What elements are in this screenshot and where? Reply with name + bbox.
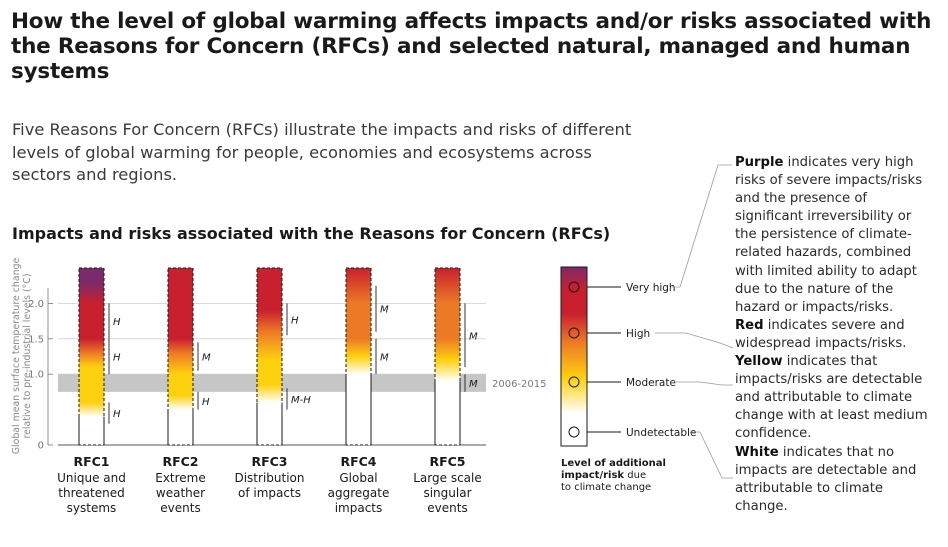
confidence-label: H (113, 317, 121, 328)
category-name: Extreme (155, 471, 206, 485)
confidence-label: H (291, 315, 299, 326)
category-name: systems (67, 501, 117, 515)
bar-outline (345, 267, 372, 446)
category-name: weather (156, 486, 205, 500)
confidence-label: H (202, 397, 210, 408)
leader-line (674, 381, 733, 386)
legend-title-line3: to climate change (561, 482, 651, 493)
confidence-label: H (113, 409, 121, 420)
bar-outline (78, 267, 105, 446)
color-explanations: Purple indicates very high risks of seve… (735, 154, 935, 516)
risk-legend: Very high High Moderate Undetectable Level o… (560, 266, 696, 493)
legend-title: Level of additional (561, 458, 666, 469)
bar-outline (256, 267, 283, 446)
leader-line (672, 164, 732, 288)
legend-bar (560, 266, 588, 447)
category-name: Large scale (413, 471, 482, 485)
y-tick-label: 2.0 (28, 299, 44, 310)
category-name: events (427, 501, 467, 515)
leader-line (690, 431, 733, 479)
category-code: RFC2 (162, 454, 198, 469)
category-name: singular (423, 486, 471, 500)
confidence-label: M-H (291, 395, 311, 406)
category-name: Distribution (234, 471, 304, 485)
confidence-markers: H H H H M M-H H M M M M (108, 285, 478, 424)
explanation-purple: Purple indicates very high risks of seve… (735, 154, 935, 317)
category-code: RFC5 (429, 454, 465, 469)
bar-outline (167, 267, 194, 446)
y-axis-label: Global mean surface temperature change (11, 258, 22, 455)
legend-marker (568, 281, 580, 293)
explanation-key: White (735, 444, 779, 460)
legend-level-label: Moderate (626, 377, 676, 389)
explanation-text: indicates that impacts/risks are detecta… (735, 354, 928, 442)
bar-rfc5 (435, 268, 460, 445)
leader-line (655, 332, 734, 349)
category-name: Unique and (57, 471, 126, 485)
category-name: events (160, 501, 200, 515)
period-band-label: 2006-2015 (492, 379, 547, 390)
page-subtitle: Five Reasons For Concern (RFCs) illustra… (12, 120, 632, 184)
confidence-label: M (380, 353, 389, 364)
legend-marker (568, 376, 580, 388)
category-name: of impacts (238, 486, 301, 500)
bar-rfc3 (257, 268, 282, 445)
category-code: RFC3 (251, 454, 287, 469)
confidence-label: M (469, 379, 478, 390)
confidence-label: H (113, 353, 121, 364)
explanation-key: Red (735, 317, 764, 333)
y-tick-label: 1.0 (28, 370, 44, 381)
legend-title-line2: impact/risk due (561, 470, 646, 481)
section-title: Impacts and risks associated with the Re… (12, 224, 611, 243)
bar-rfc2 (168, 268, 193, 445)
legend-level-label: Very high (626, 282, 676, 294)
page-title: How the level of global warming affects … (11, 9, 932, 84)
explanation-yellow: Yellow indicates that impacts/risks are … (735, 353, 935, 443)
category-name: aggregate (328, 486, 390, 500)
legend-marker (568, 426, 580, 438)
category-code: RFC4 (340, 454, 376, 469)
confidence-label: M (469, 331, 478, 342)
rfc-bars (78, 267, 461, 446)
bar-outline (434, 267, 461, 446)
confidence-label: M (202, 353, 211, 364)
category-name: threatened (58, 486, 124, 500)
confidence-label: M (380, 305, 389, 316)
legend-level-label: Undetectable (626, 427, 696, 439)
legend-level-label: High (626, 328, 650, 340)
category-code: RFC1 (73, 454, 109, 469)
leader-lines (655, 164, 734, 479)
bar-rfc1 (79, 268, 104, 445)
explanation-key: Yellow (735, 354, 783, 370)
bar-rfc4 (346, 268, 371, 445)
explanation-text: indicates that no impacts are detectable… (735, 444, 917, 514)
explanation-red: Red indicates severe and widespread impa… (735, 317, 935, 353)
explanation-text: indicates severe and widespread impacts/… (735, 317, 907, 351)
legend-marker (568, 327, 580, 339)
explanation-key: Purple (735, 155, 784, 170)
explanation-white: White indicates that no impacts are dete… (735, 444, 935, 516)
explanation-text: indicates very high risks of severe impa… (735, 155, 923, 315)
category-name: impacts (335, 501, 383, 515)
y-axis-label-line2: relative to pre-industrial levels (°C) (22, 274, 33, 439)
y-tick-label: 0 (38, 441, 44, 452)
y-tick-label: 1.5 (28, 334, 44, 345)
y-axis: 0 1.0 1.5 2.0 (28, 287, 53, 452)
category-name: Global (339, 471, 377, 485)
